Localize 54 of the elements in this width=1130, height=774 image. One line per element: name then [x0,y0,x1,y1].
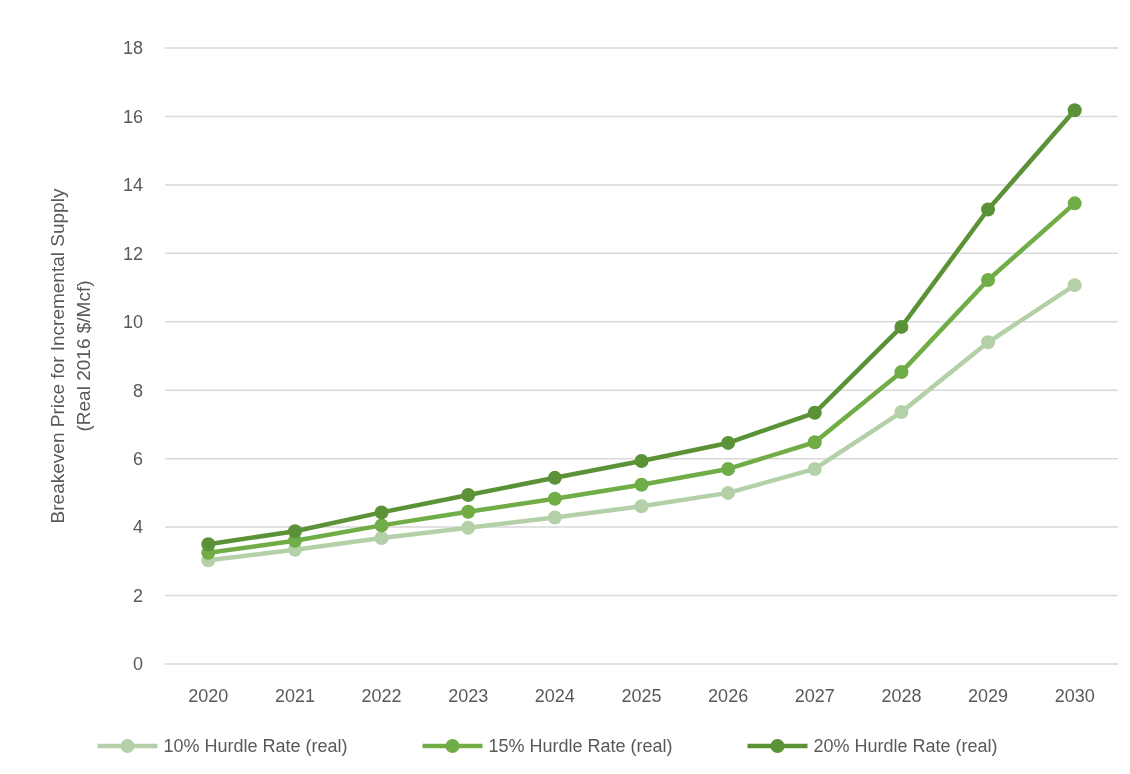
point [894,319,909,334]
x-tick-label: 2028 [881,686,922,706]
point [1067,278,1082,293]
x-tick-label: 2029 [968,686,1009,706]
legend-label: 20% Hurdle Rate (real) [813,736,998,757]
point [634,499,649,514]
point [634,477,649,492]
x-tick-label: 2030 [1054,686,1095,706]
point [374,505,389,520]
y-tick-label: 8 [132,380,143,401]
point [807,461,822,476]
point [721,461,736,476]
y-axis-title: Breakeven Price for Incremental Supply (Real 2016 $/Mcf) [47,188,94,524]
y-tick-label: 18 [122,38,143,59]
x-tick-label: 2026 [708,686,749,706]
point [287,524,302,539]
point [981,335,996,350]
point [894,405,909,420]
point [374,531,389,546]
legend-label: 15% Hurdle Rate (real) [488,736,673,757]
y-tick-label: 10 [122,312,143,333]
x-tick-label: 2023 [448,686,489,706]
y-tick-label: 16 [122,106,143,127]
point [807,435,822,450]
point [721,485,736,500]
legend-label: 10% Hurdle Rate (real) [163,736,348,757]
point [547,470,562,485]
y-tick-label: 6 [132,448,143,469]
point [201,537,216,552]
x-tick-label: 2022 [361,686,402,706]
point [807,405,822,420]
x-tick-label: 2025 [621,686,662,706]
point [461,504,476,519]
x-tick-label: 2020 [188,686,229,706]
point [894,365,909,380]
point [1067,196,1082,211]
x-tick-label: 2024 [534,686,575,706]
y-tick-label: 2 [132,585,143,606]
point [547,491,562,506]
point [1067,103,1082,118]
point [461,487,476,502]
point [981,273,996,288]
point [721,435,736,450]
y-tick-label: 12 [122,243,143,264]
x-tick-label: 2021 [274,686,315,706]
point [374,518,389,533]
point [634,454,649,469]
point [547,510,562,525]
y-tick-label: 4 [132,517,143,538]
point [981,202,996,217]
y-tick-label: 14 [122,175,143,196]
point [461,520,476,535]
y-tick-label: 0 [132,654,143,675]
x-tick-label: 2027 [794,686,835,706]
